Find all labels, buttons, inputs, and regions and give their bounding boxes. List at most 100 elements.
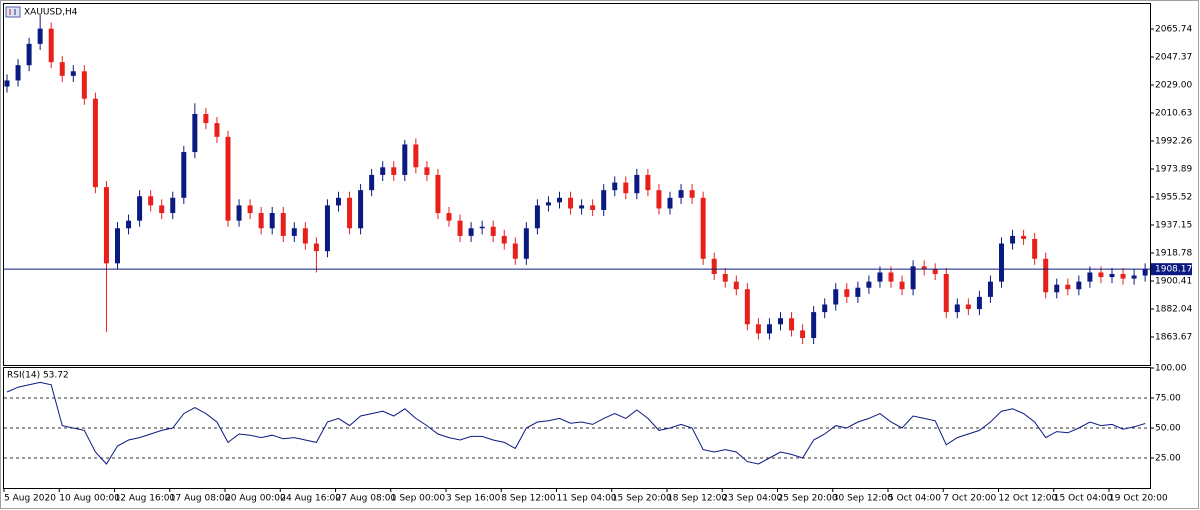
x-tick-label: 20 Aug 00:00 [225, 494, 286, 504]
candle-body [645, 174, 651, 191]
candle-body [269, 213, 275, 229]
candle-body [766, 324, 772, 334]
candle-body [689, 190, 695, 198]
x-tick-label: 1 Sep 00:00 [391, 494, 446, 504]
candle-body [568, 197, 574, 209]
candle-body [92, 98, 98, 188]
candle-body [380, 167, 386, 175]
candle-body [999, 243, 1004, 282]
y-tick-label: 75.00 [1155, 394, 1181, 404]
candle-body [733, 281, 739, 290]
candle-body [70, 71, 76, 76]
candle-body [280, 213, 286, 236]
y-tick-label: 2047.37 [1155, 53, 1192, 63]
candle-body [48, 28, 54, 63]
candle-body [722, 274, 728, 282]
candle-body [667, 197, 673, 209]
candle-body [579, 205, 585, 209]
candle-body [921, 266, 927, 270]
candle-body [943, 274, 949, 313]
candle-body [789, 318, 795, 331]
x-tick-label: 27 Aug 08:00 [336, 494, 397, 504]
y-tick-label: 1918.78 [1155, 249, 1192, 259]
candle-body [402, 144, 408, 175]
candle-body [1098, 272, 1104, 278]
candle-body [1142, 269, 1148, 276]
candle-body [4, 80, 10, 87]
candle-body [413, 144, 419, 168]
candle-body [302, 228, 308, 244]
candle-body [711, 258, 717, 275]
candle-body [888, 272, 894, 282]
x-tick-label: 15 Oct 04:00 [1054, 494, 1113, 504]
candle-body [557, 197, 562, 203]
candle-body [148, 196, 154, 206]
candle-body [877, 272, 883, 282]
candle-body [965, 304, 971, 310]
candle-body [424, 167, 430, 175]
x-tick-label: 5 Oct 04:00 [888, 494, 941, 504]
x-tick-label: 18 Sep 12:00 [667, 494, 727, 504]
rsi-title: RSI(14) 53.72 [7, 371, 69, 381]
candle-body [137, 196, 143, 221]
candle-body [192, 113, 198, 153]
y-tick-label: 1900.41 [1155, 277, 1192, 287]
candle-body [291, 228, 297, 236]
candle-body [214, 123, 220, 137]
y-tick-label: 2029.00 [1155, 81, 1192, 91]
y-tick-label: 1863.67 [1155, 333, 1192, 343]
candle-body [446, 213, 452, 221]
y-tick-label: 2010.63 [1155, 109, 1192, 119]
candle-body [358, 190, 364, 229]
candle-body [203, 113, 209, 124]
candle-body [976, 296, 982, 310]
x-tick-label: 15 Sep 20:00 [612, 494, 672, 504]
candle-body [700, 197, 706, 259]
x-tick-label: 17 Aug 08:00 [170, 494, 231, 504]
x-tick-label: 11 Sep 04:00 [557, 494, 617, 504]
candle-body [457, 220, 463, 236]
candle-body [324, 205, 330, 252]
candle-body [987, 281, 993, 297]
candle-body [612, 182, 618, 191]
candle-body [103, 187, 109, 264]
last-price-box [1151, 263, 1192, 276]
rsi-line [6, 381, 1146, 465]
candle-body [866, 281, 872, 288]
candle-body [435, 174, 441, 214]
candle-body [258, 213, 264, 229]
candle-body [855, 287, 861, 297]
candle-body [247, 205, 253, 214]
candle-body [1065, 284, 1071, 290]
candle-body [523, 228, 529, 259]
y-tick-label: 1992.26 [1155, 137, 1192, 147]
candle-body [822, 304, 828, 313]
x-tick-label: 10 Aug 00:00 [59, 494, 120, 504]
candle-body [656, 190, 662, 209]
y-tick-label: 2065.74 [1155, 25, 1192, 35]
candle-body [501, 235, 507, 244]
candle-body [313, 243, 319, 252]
candle-body [512, 243, 518, 259]
price-panel [3, 3, 1151, 366]
candle-body [590, 205, 596, 210]
candle-body [1076, 281, 1082, 290]
candle-body [534, 205, 540, 229]
candle-body [126, 220, 132, 229]
x-tick-label: 12 Aug 16:00 [115, 494, 176, 504]
candle-body [26, 43, 32, 66]
y-tick-label: 1973.89 [1155, 165, 1192, 175]
candle-body [623, 182, 629, 194]
candle-body [800, 330, 806, 339]
y-tick-label: 1937.15 [1155, 221, 1192, 231]
candle-body [811, 312, 817, 339]
chart-title: XAUUSD,H4 [24, 8, 78, 18]
candle-body [634, 174, 640, 194]
candle-body [369, 174, 375, 191]
candle-body [932, 269, 938, 275]
candle-body [778, 318, 783, 325]
y-tick-label: 1882.04 [1155, 305, 1192, 315]
candle-body [1054, 284, 1060, 293]
candle-body [347, 197, 353, 229]
